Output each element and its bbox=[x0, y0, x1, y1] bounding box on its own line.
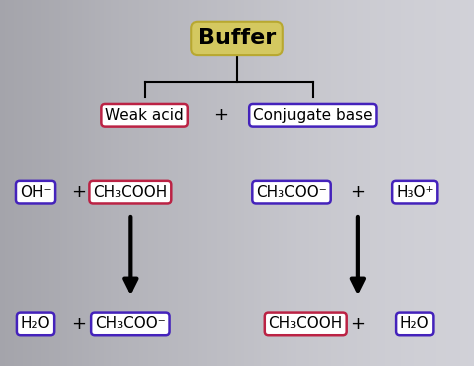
Text: Weak acid: Weak acid bbox=[105, 108, 184, 123]
Text: +: + bbox=[71, 183, 86, 201]
Text: CH₃COO⁻: CH₃COO⁻ bbox=[256, 185, 327, 199]
Text: CH₃COO⁻: CH₃COO⁻ bbox=[95, 317, 166, 331]
Text: +: + bbox=[350, 183, 365, 201]
Text: +: + bbox=[350, 315, 365, 333]
Text: OH⁻: OH⁻ bbox=[20, 185, 51, 199]
Text: +: + bbox=[213, 106, 228, 124]
Text: CH₃COOH: CH₃COOH bbox=[269, 317, 343, 331]
Text: Conjugate base: Conjugate base bbox=[253, 108, 373, 123]
Text: CH₃COOH: CH₃COOH bbox=[93, 185, 167, 199]
Text: H₂O: H₂O bbox=[21, 317, 50, 331]
Text: H₂O: H₂O bbox=[400, 317, 429, 331]
Text: +: + bbox=[71, 315, 86, 333]
Text: H₃O⁺: H₃O⁺ bbox=[396, 185, 434, 199]
Text: Buffer: Buffer bbox=[198, 29, 276, 48]
